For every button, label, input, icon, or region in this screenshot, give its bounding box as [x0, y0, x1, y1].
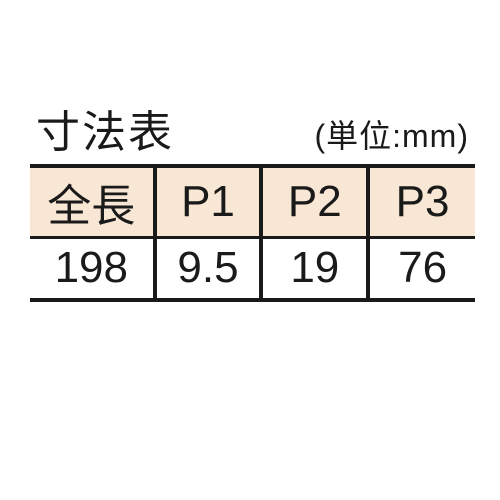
- table-cell: 198: [30, 238, 155, 300]
- table-cell: 76: [368, 238, 475, 300]
- column-header: P3: [368, 166, 475, 238]
- column-header: 全長: [30, 166, 155, 238]
- table-heading-row: 寸法表 (単位:mm): [30, 96, 475, 160]
- dimension-table-container: 寸法表 (単位:mm) 全長 P1 P2 P3 198 9.5 19 76: [30, 96, 475, 302]
- column-header: P1: [155, 166, 262, 238]
- unit-label: (単位:mm): [314, 111, 469, 157]
- table-cell: 19: [261, 238, 368, 300]
- table-header-row: 全長 P1 P2 P3: [30, 166, 475, 238]
- column-header: P2: [261, 166, 368, 238]
- table-title: 寸法表: [36, 96, 174, 160]
- dimension-table: 全長 P1 P2 P3 198 9.5 19 76: [30, 164, 475, 302]
- table-row: 198 9.5 19 76: [30, 238, 475, 300]
- table-cell: 9.5: [155, 238, 262, 300]
